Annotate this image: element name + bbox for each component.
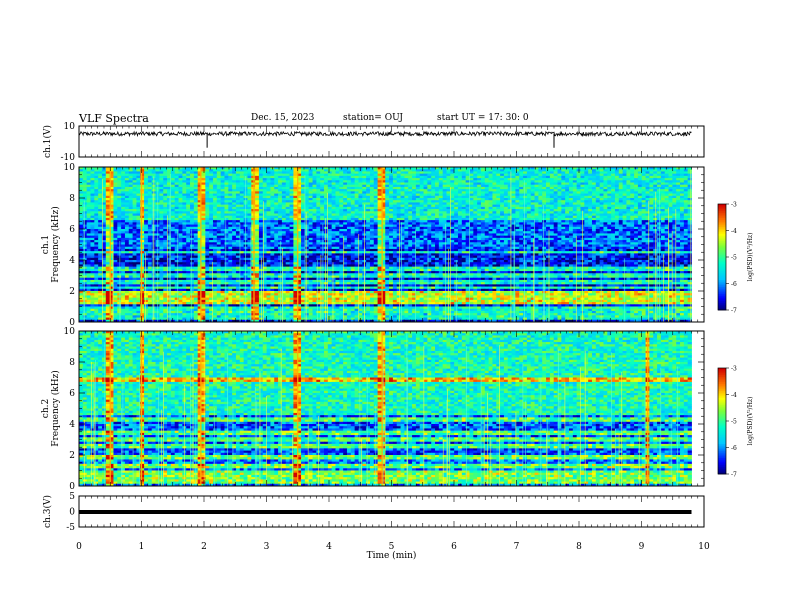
colorbar-tick-label: -7 xyxy=(731,472,737,479)
colorbar-tick-label: -4 xyxy=(731,392,737,399)
freq-tick-label: 2 xyxy=(69,451,75,461)
time-tick-label: 8 xyxy=(576,542,582,552)
colorbar-tick-label: -6 xyxy=(731,445,737,452)
time-tick-label: 2 xyxy=(201,542,207,552)
freq-tick-label: 4 xyxy=(69,420,75,430)
frequency-axis-label: Frequency (kHz) xyxy=(50,370,61,447)
time-tick-label: 0 xyxy=(76,542,82,552)
ch1-y-tick-label: 10 xyxy=(64,122,76,132)
channel-label: ch.1 xyxy=(41,235,51,254)
time-tick-label: 9 xyxy=(639,542,645,552)
ch1-y-tick-label: -10 xyxy=(61,153,76,163)
spectrogram-ch2_spectrogram xyxy=(79,331,692,486)
ch3-y-tick-label: 0 xyxy=(69,508,75,518)
colorbar-label: log(PSD)(V²/Hz) xyxy=(747,397,754,446)
freq-tick-label: 8 xyxy=(69,358,75,368)
colorbar-tick-label: -7 xyxy=(731,308,737,315)
ch3-ylabel: ch.3(V) xyxy=(42,495,53,528)
ch1-ylabel: ch.1(V) xyxy=(42,125,53,158)
colorbar-tick-label: -4 xyxy=(731,228,737,235)
ch3-y-tick-label: 5 xyxy=(69,492,75,502)
freq-tick-label: 10 xyxy=(64,163,76,173)
freq-tick-label: 6 xyxy=(69,225,75,235)
ch3-y-tick-label: -5 xyxy=(66,523,75,533)
ch1-waveform xyxy=(79,132,692,136)
frequency-axis-label: Frequency (kHz) xyxy=(50,206,61,283)
freq-tick-label: 10 xyxy=(64,327,76,337)
time-tick-label: 7 xyxy=(514,542,520,552)
freq-tick-label: 2 xyxy=(69,287,75,297)
colorbar-tick-label: -5 xyxy=(731,255,737,262)
time-tick-label: 3 xyxy=(264,542,270,552)
freq-tick-label: 4 xyxy=(69,256,75,266)
time-tick-label: 10 xyxy=(698,542,710,552)
freq-tick-label: 8 xyxy=(69,194,75,204)
freq-tick-label: 6 xyxy=(69,389,75,399)
colorbar-tick-label: -3 xyxy=(731,202,737,209)
colorbar-tick-label: -3 xyxy=(731,366,737,373)
colorbar xyxy=(718,204,726,310)
channel-label: ch.2 xyxy=(41,399,51,418)
colorbar-tick-label: -5 xyxy=(731,419,737,426)
colorbar xyxy=(718,368,726,474)
spectrogram-ch1_spectrogram xyxy=(79,167,692,322)
freq-tick-label: 0 xyxy=(69,482,75,492)
time-tick-label: 6 xyxy=(451,542,457,552)
time-axis-label: Time (min) xyxy=(367,550,417,561)
colorbar-label: log(PSD)(V²/Hz) xyxy=(747,233,754,282)
colorbar-tick-label: -6 xyxy=(731,281,737,288)
time-tick-label: 1 xyxy=(139,542,145,552)
time-tick-label: 4 xyxy=(326,542,332,552)
